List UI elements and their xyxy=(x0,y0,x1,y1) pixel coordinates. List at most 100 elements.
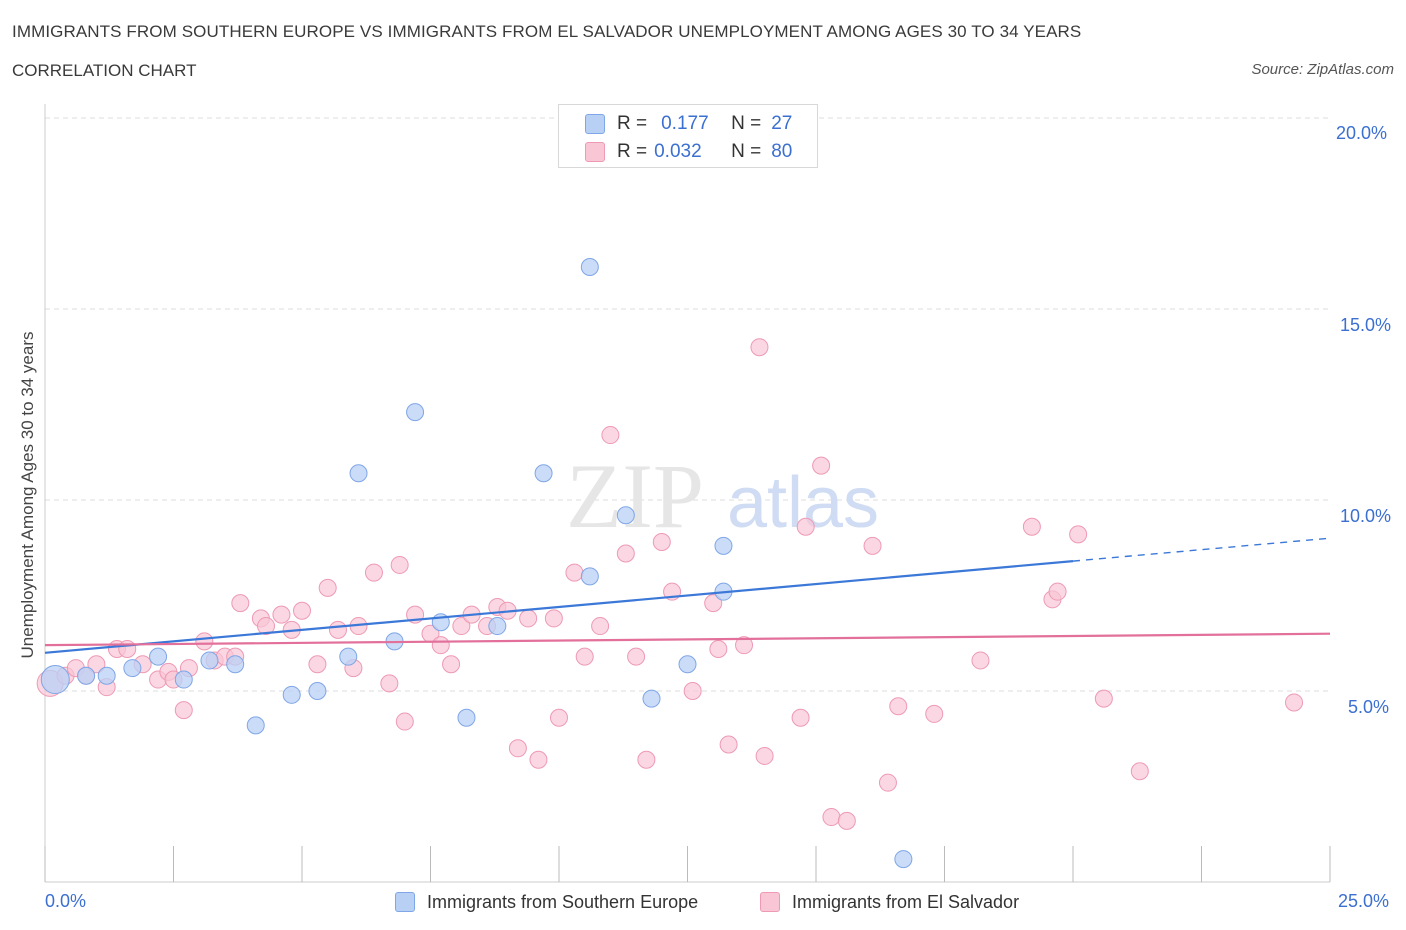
el-salvador-point xyxy=(565,563,584,582)
el-salvador-point xyxy=(889,697,908,716)
series-el-salvador-points xyxy=(36,338,1304,830)
el-salvador-point xyxy=(395,712,414,731)
el-salvador-point xyxy=(822,808,841,827)
legend-swatch-blue xyxy=(585,114,605,134)
el-salvador-point xyxy=(878,773,897,792)
bottom-legend-label: Immigrants from Southern Europe xyxy=(427,891,699,912)
el-salvador-point xyxy=(812,456,831,475)
el-salvador-point xyxy=(529,750,548,769)
el-salvador-point xyxy=(837,811,856,830)
trend-lines xyxy=(44,537,1331,654)
el-salvador-point xyxy=(550,708,568,727)
el-salvador-point xyxy=(442,655,461,674)
series-southern-europe-points xyxy=(40,257,913,869)
southern-europe-point xyxy=(123,659,142,678)
el-salvador-point xyxy=(791,708,810,727)
y-tick-20: 20.0% xyxy=(1336,123,1388,143)
southern-europe-point xyxy=(97,666,116,685)
legend-r-label: R = xyxy=(617,141,648,162)
el-salvador-point xyxy=(1069,525,1088,544)
bottom-swatch-pink xyxy=(760,892,780,912)
bottom-legend-el-salvador: Immigrants from El Salvador xyxy=(760,889,1019,915)
correlation-legend: R = 0.177 N = 27 R = 0.032 N = 80 xyxy=(558,104,818,168)
el-salvador-point xyxy=(431,636,450,655)
el-salvador-point xyxy=(544,609,563,628)
source-credit: Source: ZipAtlas.com xyxy=(1251,61,1394,78)
el-salvador-point xyxy=(293,601,311,620)
southern-europe-point xyxy=(678,655,697,674)
southern-europe-point xyxy=(714,536,733,555)
axes xyxy=(44,104,1331,883)
x-axis-min-label: 0.0% xyxy=(45,891,87,911)
el-salvador-point xyxy=(652,533,671,552)
southern-europe-point xyxy=(349,464,368,483)
el-salvador-point xyxy=(380,674,399,693)
bottom-legend-label: Immigrants from El Salvador xyxy=(792,891,1020,912)
southern-europe-point xyxy=(534,464,553,483)
southern-europe-point xyxy=(580,257,599,276)
legend-n-value: 27 xyxy=(771,113,793,134)
x-axis-max-label: 25.0% xyxy=(1338,891,1390,911)
southern-europe-point xyxy=(174,670,193,689)
el-salvador-point xyxy=(174,701,193,720)
el-salvador-point xyxy=(452,617,471,636)
southern-europe-point xyxy=(246,716,265,735)
el-salvador-point xyxy=(796,517,815,536)
bottom-swatch-blue xyxy=(395,892,415,912)
southern-europe-point xyxy=(77,666,96,685)
el-salvador-point xyxy=(575,647,594,666)
el-salvador-point xyxy=(87,655,106,674)
el-salvador-trend-line xyxy=(44,632,1331,647)
el-salvador-point xyxy=(591,617,610,636)
legend-row-el-salvador: R = 0.032 N = 80 xyxy=(585,139,792,165)
chart-subtitle: CORRELATION CHART xyxy=(12,61,197,80)
el-salvador-point xyxy=(1048,582,1067,601)
el-salvador-point xyxy=(1130,762,1149,781)
watermark-zip: ZIP xyxy=(566,445,704,547)
el-salvador-point xyxy=(519,609,538,628)
chart-title: IMMIGRANTS FROM SOUTHERN EUROPE VS IMMIG… xyxy=(12,22,1082,41)
y-tick-5: 5.0% xyxy=(1348,697,1390,717)
el-salvador-point xyxy=(637,750,656,769)
legend-n-label: N = xyxy=(731,141,762,162)
el-salvador-point xyxy=(925,704,944,723)
el-salvador-point xyxy=(616,544,635,563)
el-salvador-point xyxy=(118,639,137,658)
el-salvador-point xyxy=(231,594,250,613)
el-salvador-point xyxy=(627,647,646,666)
legend-row-southern-europe: R = 0.177 N = 27 xyxy=(585,111,792,137)
southern-europe-point xyxy=(200,651,219,670)
el-salvador-point xyxy=(272,605,291,624)
southern-europe-trend-line xyxy=(44,560,1074,654)
el-salvador-point xyxy=(328,620,347,639)
southern-europe-point xyxy=(616,506,635,525)
el-salvador-point xyxy=(735,636,754,655)
legend-n-label: N = xyxy=(731,113,762,134)
el-salvador-point xyxy=(390,555,409,574)
el-salvador-point xyxy=(1094,689,1113,708)
el-salvador-point xyxy=(755,746,774,765)
southern-europe-point xyxy=(488,617,507,636)
el-salvador-point xyxy=(1285,693,1304,712)
southern-europe-point xyxy=(282,685,301,704)
el-salvador-point xyxy=(601,426,620,445)
el-salvador-point xyxy=(683,682,702,700)
y-tick-15: 15.0% xyxy=(1340,315,1392,335)
legend-swatch-pink xyxy=(585,142,605,162)
el-salvador-point xyxy=(508,739,527,758)
southern-europe-trend-extension xyxy=(1072,537,1331,562)
el-salvador-point xyxy=(308,655,327,674)
southern-europe-point xyxy=(226,655,245,674)
southern-europe-point xyxy=(580,567,599,586)
el-salvador-point xyxy=(704,594,723,613)
bottom-legend-southern-europe: Immigrants from Southern Europe xyxy=(395,889,698,915)
southern-europe-point xyxy=(894,850,913,869)
el-salvador-point xyxy=(750,338,769,357)
southern-europe-point xyxy=(339,647,358,666)
el-salvador-point xyxy=(863,536,882,555)
legend-r-value: 0.032 xyxy=(654,141,702,162)
el-salvador-point xyxy=(195,632,214,651)
el-salvador-point xyxy=(364,563,383,582)
el-salvador-point xyxy=(318,578,337,597)
